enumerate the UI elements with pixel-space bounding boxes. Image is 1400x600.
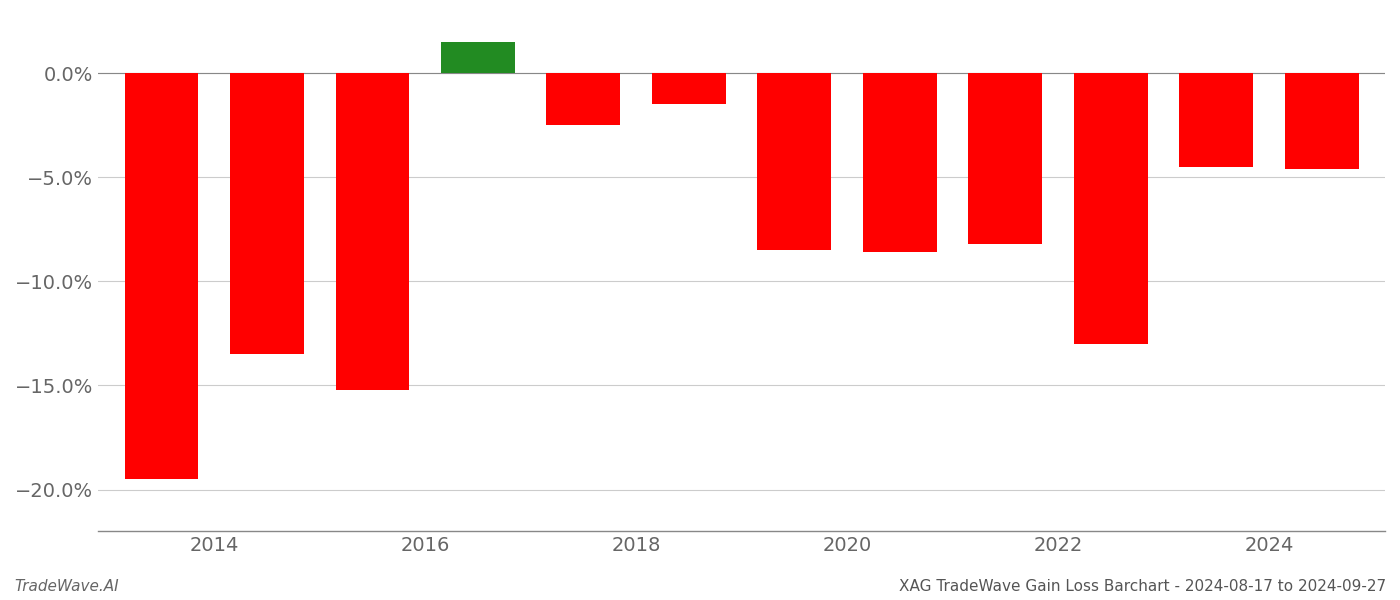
Bar (441, 42, 515, 73)
Bar (125, 73, 199, 479)
Bar (230, 73, 304, 354)
Bar (969, 73, 1042, 244)
Bar (1179, 73, 1253, 167)
Bar (1074, 73, 1148, 344)
Bar (546, 73, 620, 125)
Bar (757, 73, 832, 250)
Text: TradeWave.AI: TradeWave.AI (14, 579, 119, 594)
Text: XAG TradeWave Gain Loss Barchart - 2024-08-17 to 2024-09-27: XAG TradeWave Gain Loss Barchart - 2024-… (899, 579, 1386, 594)
Bar (652, 73, 725, 104)
Bar (1285, 73, 1358, 169)
Bar (336, 73, 409, 389)
Bar (862, 73, 937, 252)
